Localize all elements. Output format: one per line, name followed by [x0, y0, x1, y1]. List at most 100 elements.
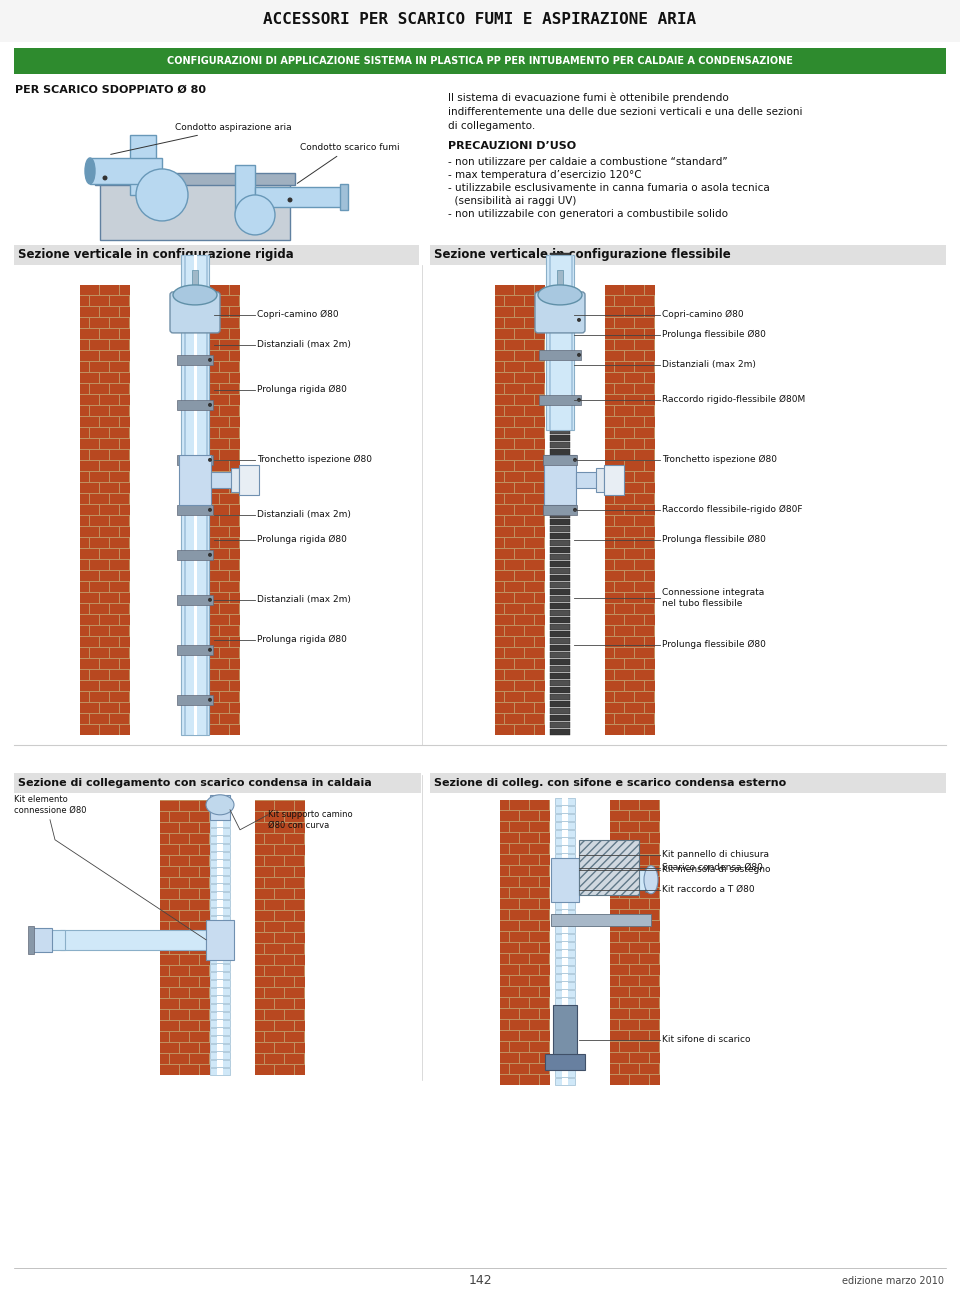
Bar [190, 461, 208, 470]
Bar [615, 605, 634, 614]
Bar [230, 396, 240, 405]
Bar [550, 351, 570, 357]
Bar [500, 922, 518, 931]
Bar [645, 374, 655, 383]
Bar [645, 505, 655, 514]
Bar [562, 1038, 568, 1044]
Bar [620, 844, 638, 853]
Bar [265, 856, 283, 866]
Bar [80, 714, 88, 724]
Bar [510, 866, 529, 875]
Bar [625, 682, 643, 691]
Bar [495, 527, 514, 536]
Bar [160, 955, 179, 964]
Bar [210, 374, 228, 383]
Bar [100, 461, 118, 470]
Bar [295, 889, 305, 898]
Ellipse shape [538, 285, 582, 305]
Bar [177, 644, 213, 655]
Bar [100, 682, 118, 691]
Text: ACCESSORI PER SCARICO FUMI E ASPIRAZIONE ARIA: ACCESSORI PER SCARICO FUMI E ASPIRAZIONE… [263, 13, 697, 27]
Bar [210, 1060, 230, 1067]
Bar [515, 527, 534, 536]
Bar [180, 1021, 199, 1031]
Bar [220, 561, 238, 570]
Bar [550, 379, 570, 385]
Bar [615, 670, 634, 679]
Bar [170, 812, 188, 822]
Bar [540, 922, 550, 931]
Bar [210, 1036, 230, 1043]
Bar [500, 822, 509, 831]
Bar [625, 593, 643, 603]
Bar [520, 878, 539, 887]
Bar [505, 472, 523, 482]
Bar [645, 440, 655, 449]
Bar [180, 824, 199, 833]
Bar [210, 875, 230, 883]
Bar [550, 287, 570, 294]
Bar [120, 396, 130, 405]
Bar [217, 1004, 223, 1011]
Bar [515, 549, 534, 559]
Bar [60, 929, 206, 950]
Bar [635, 384, 654, 394]
Bar [562, 1005, 568, 1013]
Bar [200, 1021, 210, 1031]
Bar [510, 910, 529, 920]
Bar [620, 998, 638, 1008]
Bar [160, 867, 179, 877]
Bar [255, 999, 274, 1009]
Bar [530, 998, 548, 1008]
Bar [80, 374, 99, 383]
Bar [200, 802, 210, 811]
Bar [505, 583, 523, 592]
Bar [510, 888, 529, 897]
Text: edizione marzo 2010: edizione marzo 2010 [842, 1276, 944, 1285]
Bar [535, 571, 545, 581]
Bar [620, 976, 638, 986]
Bar [550, 260, 570, 266]
Bar [495, 296, 503, 305]
Bar [535, 461, 545, 470]
Bar [100, 615, 118, 625]
Bar [562, 893, 568, 901]
Bar [120, 483, 130, 492]
Bar [525, 561, 543, 570]
Bar [562, 910, 568, 916]
Ellipse shape [173, 285, 217, 305]
Bar [635, 539, 654, 548]
Bar [625, 396, 643, 405]
Bar [200, 296, 219, 305]
Bar [295, 846, 305, 855]
Bar [550, 589, 570, 594]
Text: Copri-camino Ø80: Copri-camino Ø80 [662, 311, 744, 320]
Bar [217, 1060, 223, 1067]
Bar [80, 352, 99, 361]
Bar [550, 491, 570, 496]
Bar [255, 1043, 274, 1053]
Bar [90, 670, 108, 679]
Ellipse shape [208, 458, 212, 461]
Bar [110, 340, 129, 349]
Bar [605, 307, 623, 317]
Bar [610, 910, 618, 920]
Bar [555, 965, 575, 973]
Bar [610, 1053, 629, 1062]
Bar [515, 593, 534, 603]
Bar [90, 296, 108, 305]
Bar [120, 571, 130, 581]
Bar [495, 461, 514, 470]
Bar [562, 933, 568, 941]
Bar [640, 976, 659, 986]
Bar [610, 932, 618, 942]
Text: Distanziali (max 2m): Distanziali (max 2m) [257, 596, 350, 605]
Bar [562, 958, 568, 964]
Bar [562, 918, 568, 924]
Bar [625, 374, 643, 383]
Bar [80, 406, 88, 416]
Bar [555, 1022, 575, 1029]
Bar [80, 637, 99, 647]
Bar [515, 637, 534, 647]
Bar [170, 900, 188, 910]
